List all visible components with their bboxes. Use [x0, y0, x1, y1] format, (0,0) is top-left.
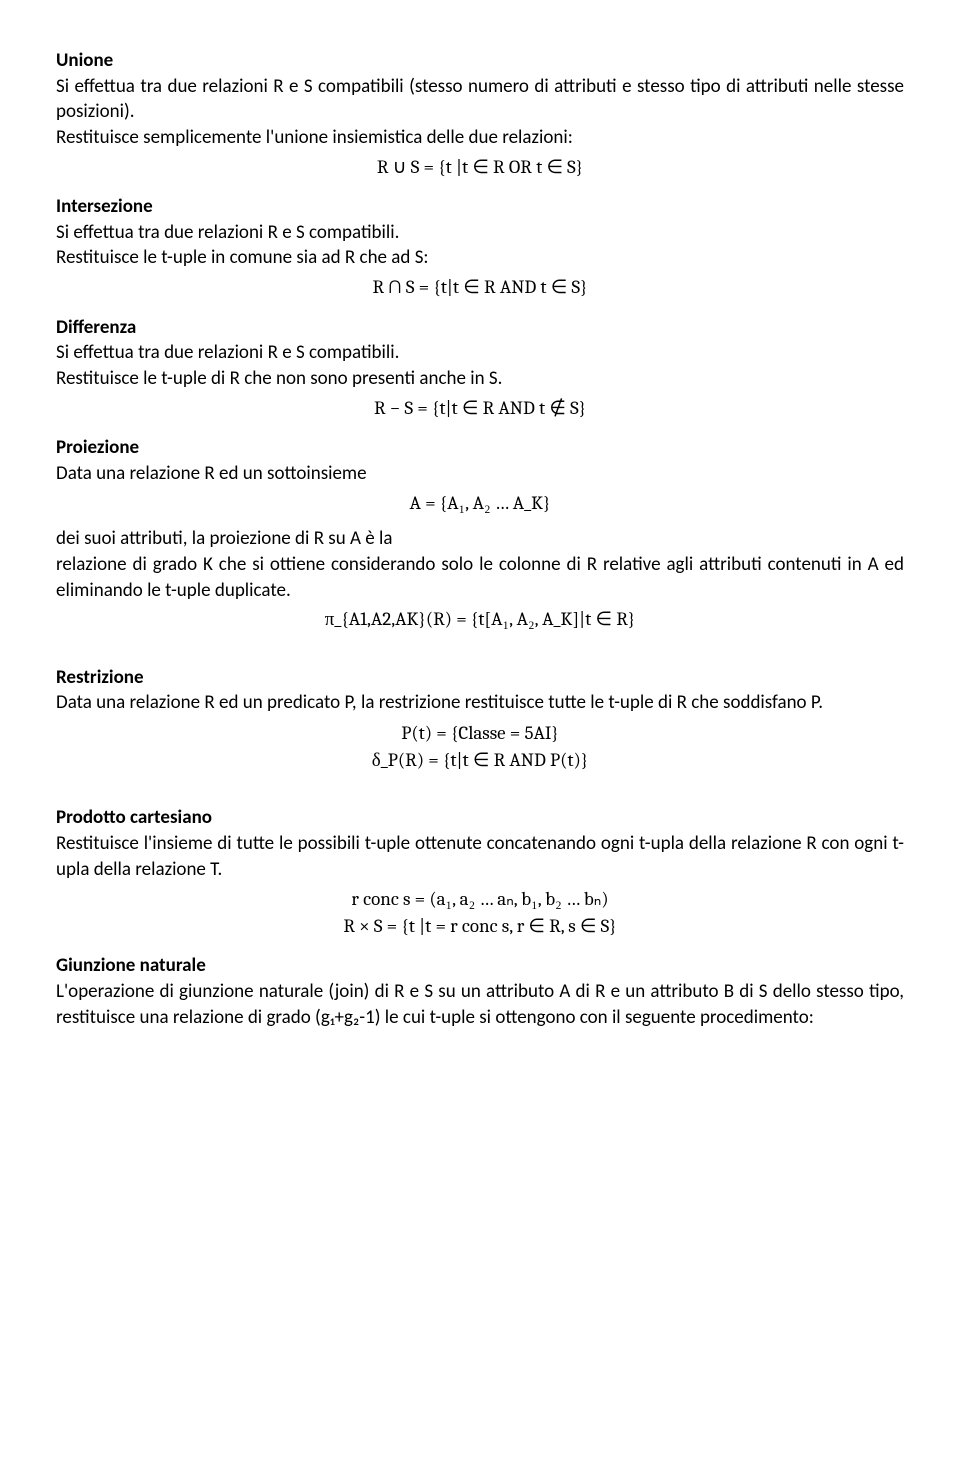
- section-unione: Unione Si effettua tra due relazioni R e…: [56, 48, 904, 180]
- formula-restrizione-1: P(t) = {Classe = 5AI}: [56, 720, 904, 747]
- section-giunzione: Giunzione naturale L'operazione di giunz…: [56, 953, 904, 1030]
- body-intersezione-1: Si effettua tra due relazioni R e S comp…: [56, 220, 904, 246]
- body-unione-2: Restituisce semplicemente l'unione insie…: [56, 125, 904, 151]
- section-proiezione: Proiezione Data una relazione R ed un so…: [56, 435, 904, 632]
- formula-differenza: R − S = {t|t ∈ R AND t ∉ S}: [56, 396, 904, 422]
- spacer: [56, 647, 904, 665]
- body-giunzione-1: L'operazione di giunzione naturale (join…: [56, 979, 904, 1030]
- formula-intersezione: R ∩ S = {t|t ∈ R AND t ∈ S}: [56, 275, 904, 301]
- section-differenza: Differenza Si effettua tra due relazioni…: [56, 315, 904, 422]
- spacer: [56, 787, 904, 805]
- heading-intersezione: Intersezione: [56, 194, 904, 220]
- body-proiezione-2: dei suoi attributi, la proiezione di R s…: [56, 526, 904, 552]
- body-proiezione-3: relazione di grado K che si ottiene cons…: [56, 552, 904, 603]
- section-restrizione: Restrizione Data una relazione R ed un p…: [56, 665, 904, 773]
- formula-restrizione-2: δ_P(R) = {t|t ∈ R AND P(t)}: [56, 747, 904, 774]
- body-unione-1: Si effettua tra due relazioni R e S comp…: [56, 74, 904, 125]
- heading-unione: Unione: [56, 48, 904, 74]
- heading-prodotto: Prodotto cartesiano: [56, 805, 904, 831]
- heading-restrizione: Restrizione: [56, 665, 904, 691]
- formula-proiezione-2: π_{A1,A2,AK}(R) = {t[A₁, A₂, A_K]|t ∈ R}: [56, 607, 904, 633]
- heading-differenza: Differenza: [56, 315, 904, 341]
- section-prodotto: Prodotto cartesiano Restituisce l'insiem…: [56, 805, 904, 939]
- section-intersezione: Intersezione Si effettua tra due relazio…: [56, 194, 904, 301]
- formula-restrizione: P(t) = {Classe = 5AI} δ_P(R) = {t|t ∈ R …: [56, 720, 904, 773]
- formula-prodotto-1: r conc s = (a₁, a₂ … aₙ, b₁, b₂ … bₙ): [56, 886, 904, 913]
- formula-prodotto-2: R × S = {t |t = r conc s, r ∈ R, s ∈ S}: [56, 913, 904, 940]
- heading-proiezione: Proiezione: [56, 435, 904, 461]
- body-restrizione-1: Data una relazione R ed un predicato P, …: [56, 690, 904, 716]
- body-differenza-1: Si effettua tra due relazioni R e S comp…: [56, 340, 904, 366]
- body-proiezione-1: Data una relazione R ed un sottoinsieme: [56, 461, 904, 487]
- formula-prodotto: r conc s = (a₁, a₂ … aₙ, b₁, b₂ … bₙ) R …: [56, 886, 904, 939]
- formula-unione: R ∪ S = {t |t ∈ R OR t ∈ S}: [56, 155, 904, 181]
- body-prodotto-1: Restituisce l'insieme di tutte le possib…: [56, 831, 904, 882]
- heading-giunzione: Giunzione naturale: [56, 953, 904, 979]
- body-intersezione-2: Restituisce le t-uple in comune sia ad R…: [56, 245, 904, 271]
- formula-proiezione-1: A = {A₁, A₂ … A_K}: [56, 491, 904, 517]
- body-differenza-2: Restituisce le t-uple di R che non sono …: [56, 366, 904, 392]
